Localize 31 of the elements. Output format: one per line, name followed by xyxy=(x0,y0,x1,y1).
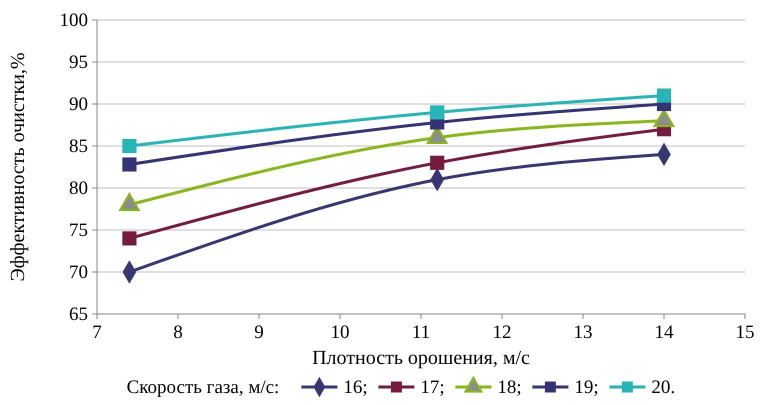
y-tick-label: 85 xyxy=(69,136,88,157)
x-tick-label: 12 xyxy=(492,322,512,343)
x-tick-label: 7 xyxy=(92,322,102,343)
point xyxy=(430,156,444,170)
point xyxy=(122,231,136,246)
x-tick-label: 9 xyxy=(254,322,264,343)
x-tick-label: 8 xyxy=(173,322,183,343)
y-axis-title: Эффективность очистки,% xyxy=(7,52,29,282)
x-tick-label: 15 xyxy=(736,322,754,343)
y-tick-label: 65 xyxy=(69,304,88,325)
legend-label: 16; xyxy=(343,377,368,398)
point xyxy=(430,105,444,120)
point xyxy=(122,157,136,172)
legend-label: 19; xyxy=(574,377,599,398)
x-tick-label: 13 xyxy=(574,322,592,343)
x-tick-label: 11 xyxy=(412,322,430,343)
y-tick-label: 75 xyxy=(69,220,88,241)
y-tick-label: 100 xyxy=(60,10,88,31)
legend-title: Скорость газа, м/с: xyxy=(126,377,280,398)
y-tick-label: 90 xyxy=(69,94,88,115)
y-tick-label: 95 xyxy=(69,52,88,73)
legend-label: 20. xyxy=(651,377,676,398)
point xyxy=(122,138,136,154)
legend-label: 17; xyxy=(420,377,445,398)
point xyxy=(656,88,672,103)
y-tick-label: 80 xyxy=(69,178,88,199)
x-tick-label: 10 xyxy=(330,322,350,343)
x-axis-title: Плотность орошения, м/с xyxy=(312,347,530,369)
legend-label: 18; xyxy=(497,377,522,398)
y-tick-label: 70 xyxy=(69,262,88,283)
x-tick-label: 14 xyxy=(654,322,674,343)
